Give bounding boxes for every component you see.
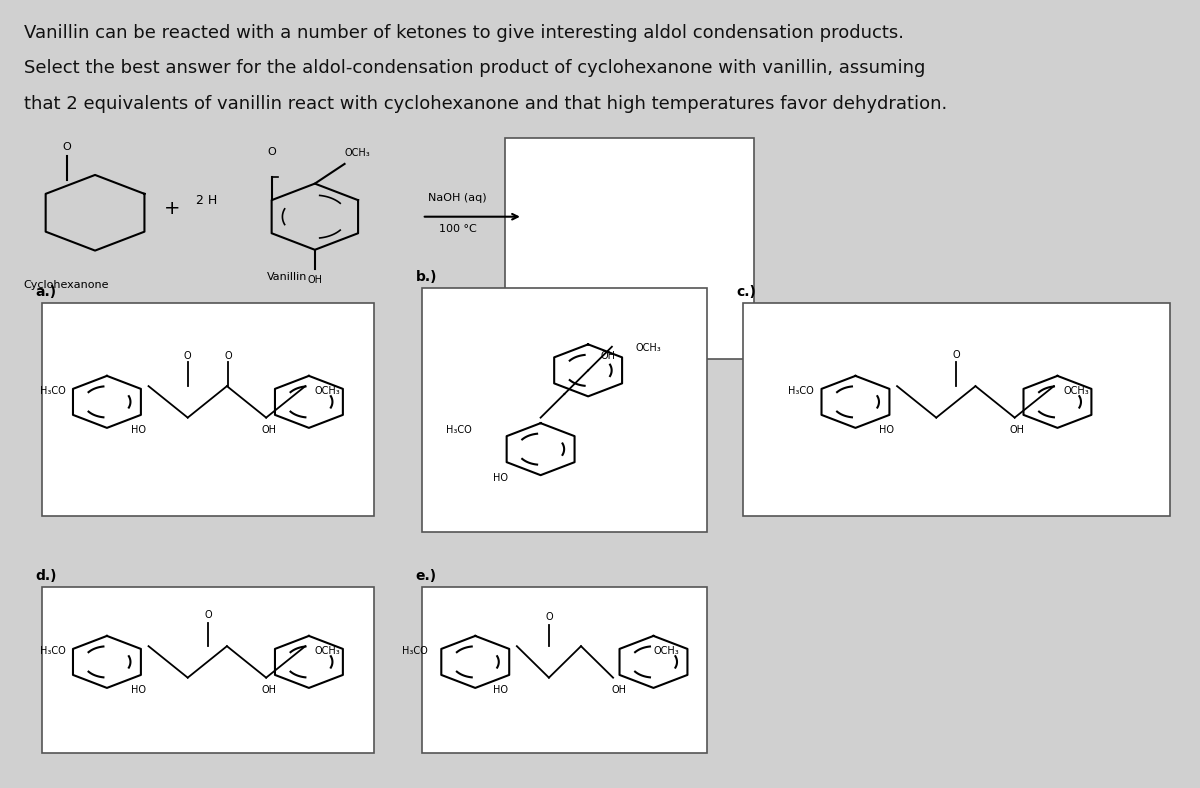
Text: H₃CO: H₃CO <box>402 646 427 656</box>
Text: O: O <box>268 147 276 157</box>
Text: Select the best answer for the aldol-condensation product of cyclohexanone with : Select the best answer for the aldol-con… <box>24 59 925 77</box>
Text: O: O <box>224 351 232 361</box>
Text: O: O <box>545 612 553 623</box>
Text: HO: HO <box>131 686 145 696</box>
FancyBboxPatch shape <box>421 288 707 532</box>
Text: HO: HO <box>493 473 508 483</box>
Text: OCH₃: OCH₃ <box>314 646 341 656</box>
Text: OH: OH <box>307 275 323 285</box>
Text: d.): d.) <box>36 569 58 583</box>
Text: H₃CO: H₃CO <box>788 386 814 396</box>
Text: HO: HO <box>880 426 894 436</box>
Text: O: O <box>953 350 960 360</box>
Text: OCH₃: OCH₃ <box>1063 386 1090 396</box>
Text: Vanillin: Vanillin <box>268 272 307 282</box>
Text: OCH₃: OCH₃ <box>344 148 371 158</box>
Text: c.): c.) <box>737 285 756 299</box>
Text: H₃CO: H₃CO <box>40 386 65 396</box>
Text: Cyclohexanone: Cyclohexanone <box>24 280 109 290</box>
Text: +: + <box>164 199 180 218</box>
Text: OH: OH <box>262 686 276 696</box>
Text: O: O <box>184 351 192 361</box>
Text: that 2 equivalents of vanillin react with cyclohexanone and that high temperatur: that 2 equivalents of vanillin react wit… <box>24 95 947 113</box>
Text: O: O <box>204 610 211 620</box>
Text: OCH₃: OCH₃ <box>636 343 661 353</box>
Text: OCH₃: OCH₃ <box>314 386 341 396</box>
FancyBboxPatch shape <box>42 303 374 516</box>
Text: OH: OH <box>600 351 616 361</box>
Text: a.): a.) <box>36 285 56 299</box>
Text: O: O <box>62 143 71 152</box>
FancyBboxPatch shape <box>505 138 755 359</box>
Text: OCH₃: OCH₃ <box>654 646 679 656</box>
Text: OH: OH <box>262 426 276 436</box>
FancyBboxPatch shape <box>743 303 1170 516</box>
Text: OH: OH <box>612 686 626 696</box>
Text: NaOH (aq): NaOH (aq) <box>428 193 487 203</box>
Text: Vanillin can be reacted with a number of ketones to give interesting aldol conde: Vanillin can be reacted with a number of… <box>24 24 904 42</box>
FancyBboxPatch shape <box>42 587 374 753</box>
FancyBboxPatch shape <box>421 587 707 753</box>
Text: b.): b.) <box>416 269 437 284</box>
Text: 100 °C: 100 °C <box>438 225 476 235</box>
Text: H₃CO: H₃CO <box>445 426 472 436</box>
Text: OH: OH <box>1010 426 1025 436</box>
Text: e.): e.) <box>416 569 437 583</box>
Text: 2 H: 2 H <box>196 195 217 207</box>
Text: HO: HO <box>131 426 145 436</box>
Text: HO: HO <box>493 686 508 696</box>
Text: H₃CO: H₃CO <box>40 646 65 656</box>
